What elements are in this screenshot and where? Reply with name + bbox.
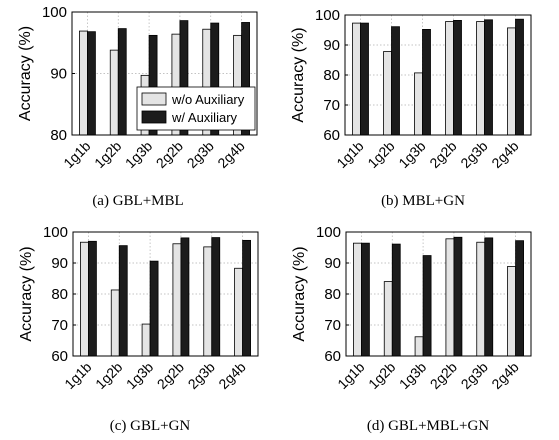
bar-without-auxiliary xyxy=(476,241,486,357)
legend-label: w/o Auxiliary xyxy=(171,92,245,107)
y-tick-label: 60 xyxy=(324,348,341,365)
y-tick-label: 100 xyxy=(43,224,68,241)
bar-without-auxiliary xyxy=(445,21,454,136)
y-tick-label: 90 xyxy=(324,255,341,272)
bar-without-auxiliary xyxy=(109,49,119,136)
x-tick-label: 2g3b xyxy=(457,138,490,171)
bar-without-auxiliary xyxy=(507,266,516,357)
y-tick-label: 80 xyxy=(50,127,67,144)
bar-without-auxiliary xyxy=(79,30,88,136)
bar-without-auxiliary xyxy=(352,22,361,136)
y-tick-label: 90 xyxy=(323,37,340,54)
bar-with-auxiliary xyxy=(149,260,159,357)
bar-without-auxiliary xyxy=(507,27,516,136)
bar-with-auxiliary xyxy=(484,237,494,357)
y-tick-label: 70 xyxy=(323,97,340,114)
y-tick-label: 70 xyxy=(51,317,68,334)
y-tick-label: 90 xyxy=(51,255,68,272)
x-tick-label: 2g3b xyxy=(185,359,218,392)
bar-without-auxiliary xyxy=(203,246,213,357)
y-tick-label: 100 xyxy=(315,7,340,24)
bar-without-auxiliary xyxy=(383,51,392,136)
bar-without-auxiliary xyxy=(172,243,182,357)
y-tick-label: 60 xyxy=(323,127,340,144)
bar-with-auxiliary xyxy=(118,245,128,357)
y-axis-label: Accuracy (%) xyxy=(17,26,34,121)
legend: w/o Auxiliary w/ Auxiliary xyxy=(136,86,256,131)
bar-with-auxiliary xyxy=(180,237,190,357)
x-tick-label: 1g3b xyxy=(122,138,155,171)
y-axis-label: Accuracy (%) xyxy=(18,246,35,341)
bar-with-auxiliary xyxy=(361,242,370,357)
y-axis-label: Accuracy (%) xyxy=(291,246,308,341)
legend-label: w/ Auxiliary xyxy=(171,110,238,125)
bar-with-auxiliary xyxy=(515,18,524,136)
bar-with-auxiliary xyxy=(360,22,369,136)
bar-with-auxiliary xyxy=(117,28,127,136)
y-tick-label: 60 xyxy=(51,348,68,365)
bar-with-auxiliary xyxy=(391,243,401,357)
bar-with-auxiliary xyxy=(484,19,493,136)
bar-without-auxiliary xyxy=(383,281,393,357)
bar-without-auxiliary xyxy=(141,323,151,357)
y-tick-label: 100 xyxy=(42,4,67,21)
x-tick-label: 2g2b xyxy=(427,359,460,392)
panel-caption: (b) MBL+GN xyxy=(381,193,465,209)
bar-without-auxiliary xyxy=(414,72,423,136)
bar-with-auxiliary xyxy=(211,237,221,357)
x-tick-label: 2g3b xyxy=(184,138,217,171)
x-tick-label: 1g2b xyxy=(364,138,397,171)
x-tick-label: 2g2b xyxy=(153,138,186,171)
x-tick-label: 1g2b xyxy=(365,359,398,392)
bar-with-auxiliary xyxy=(242,239,251,357)
legend-swatch-with-auxiliary xyxy=(141,110,167,124)
x-tick-label: 2g4b xyxy=(488,359,521,392)
bar-without-auxiliary xyxy=(80,241,89,357)
x-tick-label: 1g3b xyxy=(123,359,156,392)
y-tick-label: 80 xyxy=(324,286,341,303)
y-tick-label: 70 xyxy=(324,317,341,334)
bar-with-auxiliary xyxy=(422,28,431,136)
y-tick-label: 100 xyxy=(316,224,341,241)
panel-caption: (a) GBL+MBL xyxy=(92,193,183,209)
bar-with-auxiliary xyxy=(515,240,524,357)
y-axis-label: Accuracy (%) xyxy=(290,27,307,122)
bar-with-auxiliary xyxy=(87,31,96,136)
panel-caption: (c) GBL+GN xyxy=(110,418,191,434)
x-tick-label: 1g3b xyxy=(395,138,428,171)
x-tick-label: 1g2b xyxy=(91,138,124,171)
bar-with-auxiliary xyxy=(391,26,400,136)
panel-caption: (d) GBL+MBL+GN xyxy=(367,418,489,434)
x-tick-label: 2g2b xyxy=(154,359,187,392)
bar-without-auxiliary xyxy=(445,238,455,357)
x-tick-label: 2g3b xyxy=(458,359,491,392)
x-tick-label: 2g4b xyxy=(214,138,247,171)
y-tick-label: 80 xyxy=(51,286,68,303)
bar-with-auxiliary xyxy=(422,255,432,357)
bar-without-auxiliary xyxy=(110,289,120,357)
bar-without-auxiliary xyxy=(353,242,362,357)
y-tick-label: 90 xyxy=(50,66,67,83)
bar-without-auxiliary xyxy=(414,336,424,357)
x-tick-label: 2g4b xyxy=(488,138,521,171)
legend-swatch-without-auxiliary xyxy=(141,92,167,106)
x-tick-label: 2g4b xyxy=(215,359,248,392)
x-tick-label: 2g2b xyxy=(426,138,459,171)
bar-without-auxiliary xyxy=(476,21,485,136)
x-tick-label: 1g3b xyxy=(396,359,429,392)
bar-with-auxiliary xyxy=(88,240,97,357)
bar-with-auxiliary xyxy=(453,19,462,136)
y-tick-label: 80 xyxy=(323,67,340,84)
bar-with-auxiliary xyxy=(453,236,463,357)
x-tick-label: 1g2b xyxy=(92,359,125,392)
bar-without-auxiliary xyxy=(234,267,243,357)
